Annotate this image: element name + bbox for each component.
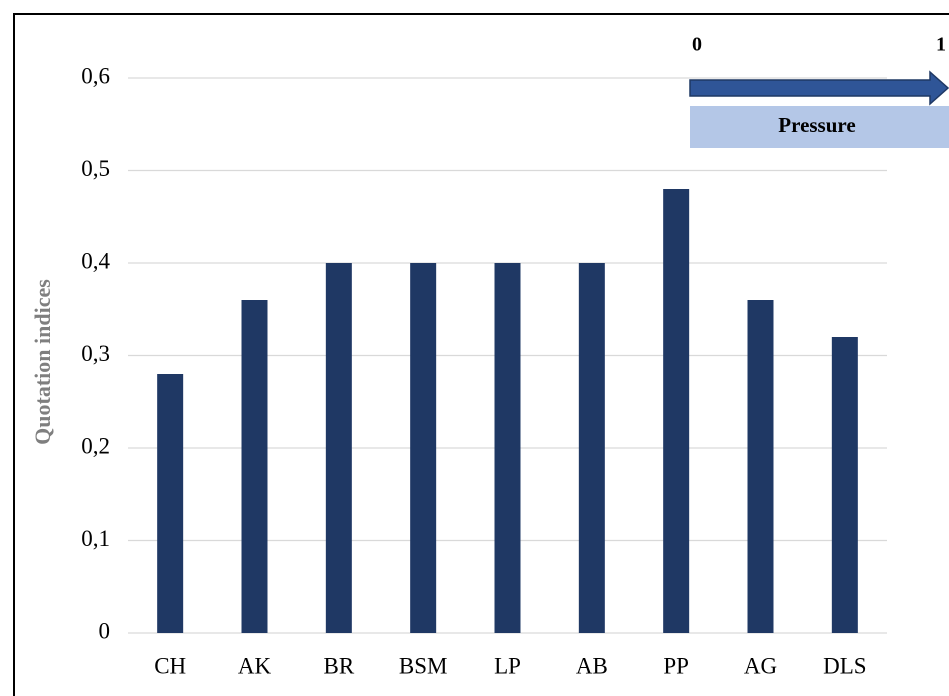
y-tick-label: 0,3 <box>81 341 110 366</box>
x-tick-label: DLS <box>823 653 866 678</box>
y-axis-label: Quotation indices <box>30 279 55 445</box>
scale-start: 0 <box>692 34 702 56</box>
bar <box>747 300 774 633</box>
x-tick-label: BSM <box>399 653 448 678</box>
bar <box>663 189 690 633</box>
bar <box>494 263 521 633</box>
y-tick-label: 0,1 <box>81 526 110 551</box>
x-tick-label: LP <box>494 653 521 678</box>
x-tick-label: AK <box>238 653 272 678</box>
y-tick-label: 0,5 <box>81 156 110 181</box>
bar <box>578 263 605 633</box>
x-tick-label: AG <box>744 653 777 678</box>
scale-end: 1 <box>936 34 946 56</box>
x-tick-label: CH <box>154 653 186 678</box>
y-tick-label: 0,6 <box>81 63 110 88</box>
pressure-label: Pressure <box>778 113 855 137</box>
x-tick-label: AB <box>576 653 608 678</box>
pressure-legend: 0 1 Pressure <box>689 34 949 148</box>
y-tick-label: 0,4 <box>81 248 110 273</box>
frame <box>13 13 949 696</box>
bar <box>325 263 352 633</box>
bar <box>157 374 184 633</box>
y-tick-label: 0,2 <box>81 433 110 458</box>
y-tick-label: 0 <box>99 618 111 643</box>
bar <box>831 337 858 633</box>
bar <box>241 300 268 633</box>
pressure-arrow <box>689 70 949 106</box>
pressure-box <box>690 106 949 148</box>
x-tick-label: PP <box>663 653 689 678</box>
x-tick-label: BR <box>323 653 354 678</box>
bar <box>410 263 437 633</box>
